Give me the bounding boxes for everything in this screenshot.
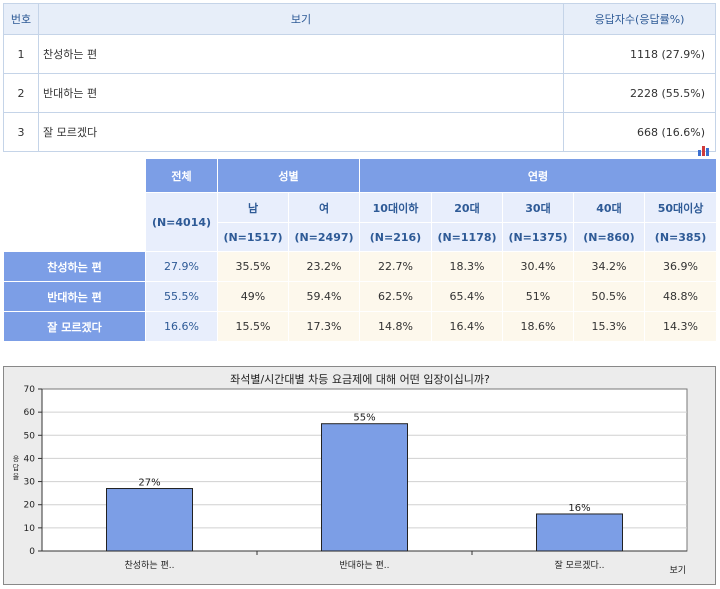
chart-xlabel: 보기 xyxy=(669,565,686,576)
y-tick-label: 30 xyxy=(24,478,36,488)
col-n: (N=1178) xyxy=(431,222,503,252)
x-tick-label: 찬성하는 편.. xyxy=(125,559,175,571)
col-n: (N=385) xyxy=(643,222,718,252)
row-num: 2 xyxy=(3,73,39,113)
col-label: 50대이상 xyxy=(643,192,718,223)
data-label: 55% xyxy=(353,413,375,424)
y-tick-label: 50 xyxy=(24,431,36,441)
row-num: 1 xyxy=(3,34,39,74)
header-result: 응답자수(응답률%) xyxy=(563,3,716,35)
col-n: (N=2497) xyxy=(288,222,360,252)
header-option: 보기 xyxy=(38,3,564,35)
cell: 62.5% xyxy=(359,281,432,312)
table-row: 반대하는 편 55.5% 49% 59.4% 62.5% 65.4% 51% 5… xyxy=(3,281,718,312)
col-n: (N=1375) xyxy=(502,222,574,252)
cell: 23.2% xyxy=(288,251,360,282)
chart-svg: 좌석별/시간대별 차등 요금제에 대해 어떤 입장이십니까? 보기 0 10 20 3… xyxy=(13,372,688,576)
y-tick-label: 0 xyxy=(29,547,35,557)
col-n: (N=860) xyxy=(573,222,645,252)
row-total: 27.9% xyxy=(145,251,218,282)
cell: 51% xyxy=(502,281,574,312)
cell: 59.4% xyxy=(288,281,360,312)
y-axis-label: 응 xyxy=(13,455,20,463)
row-num: 3 xyxy=(3,112,39,152)
cell: 36.9% xyxy=(643,251,718,282)
cell: 15.3% xyxy=(573,311,645,342)
col-label: 40대 xyxy=(573,192,645,223)
row-option: 반대하는 편 xyxy=(38,73,564,113)
cell: 14.3% xyxy=(643,311,718,342)
cell: 14.8% xyxy=(359,311,432,342)
cell: 48.8% xyxy=(643,281,718,312)
bar xyxy=(321,423,408,552)
cell: 18.3% xyxy=(431,251,503,282)
row-label: 반대하는 편 xyxy=(3,281,146,312)
blank-corner xyxy=(3,158,146,252)
col-label: 남 xyxy=(217,192,289,223)
x-tick-label: 반대하는 편.. xyxy=(340,559,390,571)
col-label: 30대 xyxy=(502,192,574,223)
table-row: 찬성하는 편 27.9% 35.5% 23.2% 22.7% 18.3% 30.… xyxy=(3,251,718,282)
col-n: (N=1517) xyxy=(217,222,289,252)
col-label: 여 xyxy=(288,192,360,223)
cell: 65.4% xyxy=(431,281,503,312)
col-n: (N=216) xyxy=(359,222,432,252)
cell: 50.5% xyxy=(573,281,645,312)
row-result: 1118 (27.9%) xyxy=(563,34,716,74)
total-n: (N=4014) xyxy=(145,192,218,252)
cell: 22.7% xyxy=(359,251,432,282)
crosstab-table: 전체 성별 연령 (N=4014) 남 여 10대이하 20대 30대 40대 … xyxy=(3,158,718,342)
header-num: 번호 xyxy=(3,3,39,35)
age-header: 연령 xyxy=(358,158,718,193)
y-tick-label: 10 xyxy=(24,524,36,534)
row-result: 668 (16.6%) xyxy=(563,112,716,152)
col-label: 20대 xyxy=(431,192,503,223)
bar-chart-icon[interactable] xyxy=(697,144,711,156)
cell: 34.2% xyxy=(573,251,645,282)
table-row: 1 찬성하는 편 1118 (27.9%) xyxy=(3,34,716,74)
row-option: 잘 모르겠다 xyxy=(38,112,564,152)
row-total: 16.6% xyxy=(145,311,218,342)
gender-header: 성별 xyxy=(217,158,360,193)
row-label: 찬성하는 편 xyxy=(3,251,146,282)
row-result: 2228 (55.5%) xyxy=(563,73,716,113)
col-label: 10대이하 xyxy=(359,192,432,223)
y-tick-label: 70 xyxy=(24,385,36,395)
total-header: 전체 xyxy=(145,158,218,193)
plot-area: 0 10 20 30 40 50 60 70 응답율 27% 찬성하는 편.. 55% 반대하는 편..… xyxy=(13,385,688,571)
row-option: 찬성하는 편 xyxy=(38,34,564,74)
bar xyxy=(106,488,193,552)
y-tick-label: 20 xyxy=(24,501,36,511)
cell: 30.4% xyxy=(502,251,574,282)
table-row: 2 반대하는 편 2228 (55.5%) xyxy=(3,73,716,113)
bar xyxy=(536,513,623,552)
y-axis-label: 답 xyxy=(13,463,20,472)
data-label: 27% xyxy=(138,478,160,489)
row-label: 잘 모르겠다 xyxy=(3,311,146,342)
cell: 35.5% xyxy=(217,251,289,282)
data-label: 16% xyxy=(568,503,590,514)
summary-table: 번호 보기 응답자수(응답률%) 1 찬성하는 편 1118 (27.9%) 2… xyxy=(3,3,716,152)
cell: 18.6% xyxy=(502,311,574,342)
y-axis-label: 율 xyxy=(13,473,20,481)
row-total: 55.5% xyxy=(145,281,218,312)
table-row: 잘 모르겠다 16.6% 15.5% 17.3% 14.8% 16.4% 18.… xyxy=(3,311,718,342)
y-tick-label: 40 xyxy=(24,454,36,464)
cell: 16.4% xyxy=(431,311,503,342)
y-tick-label: 60 xyxy=(24,408,36,418)
cell: 17.3% xyxy=(288,311,360,342)
table-row: 3 잘 모르겠다 668 (16.6%) xyxy=(3,112,716,152)
x-tick-label: 잘 모르겠다.. xyxy=(555,559,605,571)
bar-chart: 좌석별/시간대별 차등 요금제에 대해 어떤 입장이십니까? 보기 0 10 20 3… xyxy=(3,366,716,585)
cell: 49% xyxy=(217,281,289,312)
chart-title: 좌석별/시간대별 차등 요금제에 대해 어떤 입장이십니까? xyxy=(230,372,490,386)
cell: 15.5% xyxy=(217,311,289,342)
summary-header-row: 번호 보기 응답자수(응답률%) xyxy=(3,3,716,35)
